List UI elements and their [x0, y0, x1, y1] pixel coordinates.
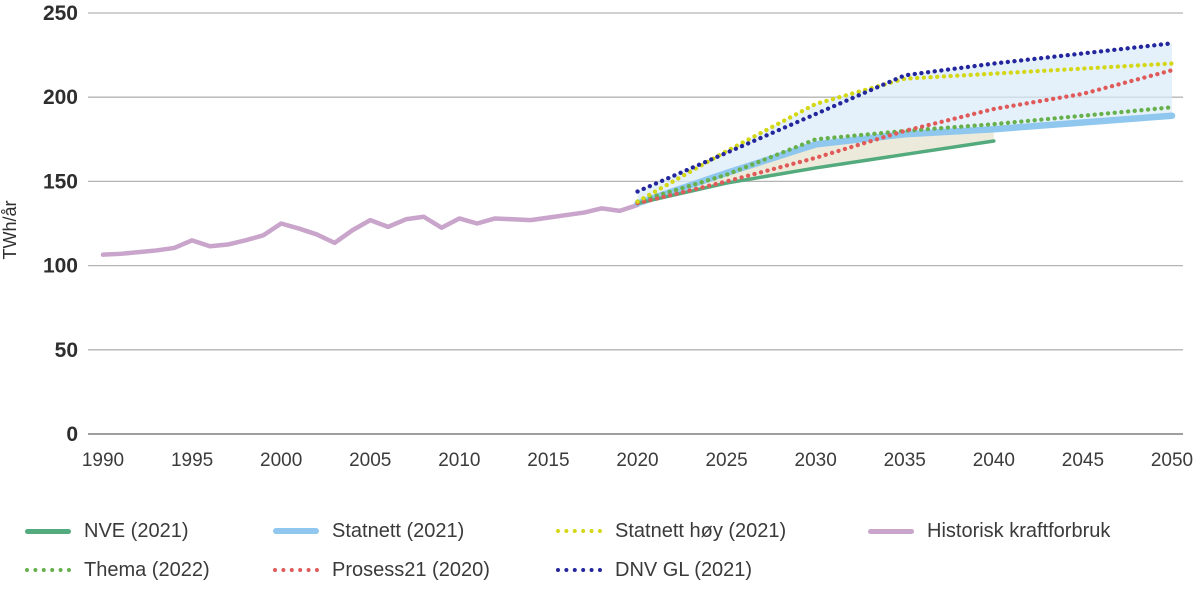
y-tick-label: 250	[43, 2, 78, 25]
legend-label: Thema (2022)	[84, 558, 210, 581]
thema-line-swatch	[25, 568, 71, 572]
chart-legend: NVE (2021) Statnett (2021) Statnett høy …	[0, 505, 1200, 597]
legend-label: Prosess21 (2020)	[332, 558, 490, 581]
y-tick-label: 50	[55, 339, 78, 362]
x-tick-label: 2005	[349, 450, 391, 471]
x-tick-label: 2025	[705, 450, 747, 471]
nve-line-swatch	[25, 528, 71, 534]
legend-item-dnv-gl: DNV GL (2021)	[556, 557, 752, 583]
series-line-thema-2022-	[635, 105, 1175, 204]
x-tick-label: 2035	[884, 450, 926, 471]
y-tick-label: 200	[43, 86, 78, 109]
series-line-statnett-h-y-2021-	[635, 61, 1175, 204]
line-chart-canvas: 0 50 100 150 200 250 1990 1995 2000 2005 2010 2015 2…	[0, 2, 1193, 471]
x-tick-label: 2050	[1151, 450, 1193, 471]
x-tick-label: 2040	[973, 450, 1015, 471]
x-tick-label: 2000	[260, 450, 302, 471]
legend-item-nve: NVE (2021)	[25, 518, 189, 544]
legend-label: DNV GL (2021)	[615, 558, 753, 581]
legend-item-prosess21: Prosess21 (2020)	[273, 557, 490, 583]
historisk-line-swatch	[868, 528, 914, 534]
x-tick-label: 2030	[795, 450, 837, 471]
x-tick-label: 1995	[171, 450, 213, 471]
legend-label: Statnett (2021)	[332, 519, 465, 542]
y-axis-title: TWh/år	[0, 200, 20, 259]
legend-item-statnett: Statnett (2021)	[273, 518, 464, 544]
x-tick-label: 2015	[527, 450, 569, 471]
statnett-line-swatch	[273, 527, 319, 535]
legend-label: Historisk kraftforbruk	[927, 519, 1111, 542]
prosess21-line-swatch	[273, 568, 319, 572]
y-tick-label: 0	[66, 423, 78, 446]
x-tick-label: 2010	[438, 450, 480, 471]
x-tick-label: 2020	[616, 450, 658, 471]
legend-item-statnett-hoy: Statnett høy (2021)	[556, 518, 786, 544]
statnett-hoy-line-swatch	[556, 529, 602, 533]
legend-item-thema: Thema (2022)	[25, 557, 210, 583]
forecast-range-upper-band	[637, 43, 1173, 204]
y-tick-label: 100	[43, 255, 78, 278]
dnv-gl-line-swatch	[556, 568, 602, 572]
x-tick-label: 1990	[82, 450, 124, 471]
legend-label: NVE (2021)	[84, 519, 189, 542]
x-tick-label: 2045	[1062, 450, 1104, 471]
series-line-prosess21-2020-	[635, 68, 1175, 206]
legend-label: Statnett høy (2021)	[615, 519, 787, 542]
y-tick-label: 150	[43, 170, 78, 193]
series-line-historisk-kraftforbruk	[100, 202, 640, 257]
legend-item-historisk: Historisk kraftforbruk	[868, 518, 1110, 544]
series-line-dnv-gl-2021-	[635, 41, 1175, 194]
